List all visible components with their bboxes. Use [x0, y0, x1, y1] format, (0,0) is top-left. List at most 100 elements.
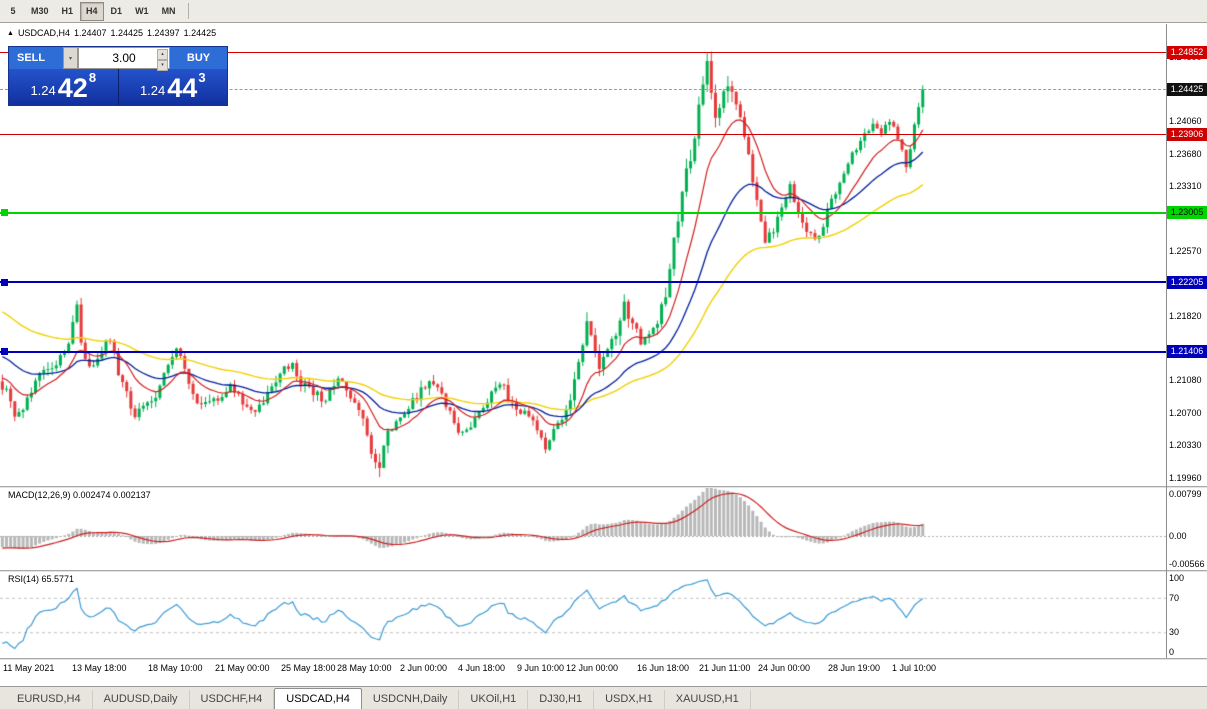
sell-price-point: 8 — [88, 70, 97, 85]
chart-tabs-bar: EURUSD,H4 AUDUSD,Daily USDCHF,H4 USDCAD,H4 U… — [0, 686, 1207, 709]
sell-button[interactable]: SELL — [9, 47, 63, 69]
line-drag-handle[interactable] — [1, 278, 8, 286]
rsi-indicator-label: RSI(14) 65.5771 — [8, 574, 75, 584]
chart-tab-eurusd-h4[interactable]: EURUSD,H4 — [6, 690, 93, 709]
ohlc-low: 1.24397 — [147, 28, 180, 38]
rsi-axis-label: 70 — [1169, 592, 1180, 603]
timeframe-button-mn[interactable]: MN — [156, 2, 182, 21]
sell-price-display[interactable]: 1.24 42 8 — [9, 69, 119, 105]
one-click-toggle-icon[interactable]: ▲ — [7, 29, 14, 37]
sell-price-main: 1.24 — [30, 83, 56, 98]
price-level-tag[interactable]: 1.22205 — [1167, 275, 1207, 289]
timeframe-button-h4[interactable]: H4 — [80, 1, 104, 21]
time-axis-label: 28 May 10:00 — [337, 663, 392, 673]
one-click-trading-panel: SELL ▾ 3.00 ▴ ▾ BUY 1.24 42 8 1.24 44 3 — [8, 46, 228, 106]
rsi-axis-label: 30 — [1169, 627, 1180, 638]
chart-tab-audusd-daily[interactable]: AUDUSD,Daily — [93, 690, 190, 709]
time-axis-label: 21 Jun 11:00 — [699, 663, 751, 673]
price-axis-tick: 1.23310 — [1169, 181, 1202, 192]
time-axis-label: 4 Jun 18:00 — [458, 663, 506, 673]
price-level-tag[interactable]: 1.23005 — [1167, 206, 1207, 220]
price-axis-tick: 1.19960 — [1169, 472, 1202, 483]
buy-price-main: 1.24 — [139, 83, 166, 98]
price-level-line[interactable] — [0, 133, 1166, 135]
chart-symbol: USDCAD,H4 — [17, 28, 70, 38]
line-drag-handle[interactable] — [1, 209, 8, 217]
macd-axis-label: 0.00799 — [1169, 489, 1202, 499]
chart-tab-usdx-h1[interactable]: USDX,H1 — [594, 690, 665, 709]
rsi-canvas[interactable] — [0, 572, 1166, 658]
current-price-line — [0, 89, 1166, 91]
volume-decrease-arrow-icon[interactable]: ▾ — [157, 60, 168, 71]
price-level-tag[interactable]: 1.24852 — [1167, 45, 1207, 59]
price-level-tag[interactable]: 1.23906 — [1167, 127, 1207, 141]
time-axis-label: 12 Jun 00:00 — [566, 663, 619, 673]
macd-axis-label: 0.00 — [1169, 530, 1187, 541]
chart-window: ▲ USDCAD,H4 1.24407 1.24425 1.24397 1.24… — [0, 24, 1207, 686]
buy-button[interactable]: BUY — [170, 47, 227, 69]
chart-ohlc-header: ▲ USDCAD,H4 1.24407 1.24425 1.24397 1.24… — [7, 28, 216, 38]
buy-price-point: 3 — [198, 70, 206, 85]
price-level-line[interactable] — [0, 51, 1166, 53]
price-axis-tick: 1.24060 — [1169, 116, 1202, 127]
chart-tab-usdchf-h4[interactable]: USDCHF,H4 — [190, 690, 275, 709]
timeframe-button-m30[interactable]: M30 — [25, 2, 55, 21]
time-axis-label: 9 Jun 10:00 — [517, 663, 565, 673]
buy-price-display[interactable]: 1.24 44 3 — [119, 69, 228, 105]
time-axis-label: 11 May 2021 — [3, 663, 55, 673]
price-level-line[interactable] — [0, 348, 1166, 356]
price-axis-tick: 1.22570 — [1169, 245, 1202, 256]
ohlc-high: 1.24425 — [110, 28, 144, 38]
buy-price-pips: 44 — [167, 73, 198, 103]
macd-canvas[interactable] — [0, 488, 1166, 570]
chart-tab-usdcnh-daily[interactable]: USDCNH,Daily — [362, 690, 460, 709]
toolbar-separator — [187, 3, 189, 19]
price-axis-tick: 1.23680 — [1169, 149, 1202, 160]
volume-dropdown-button[interactable]: ▾ — [63, 47, 78, 69]
time-axis-label: 28 Jun 19:00 — [828, 663, 881, 673]
volume-spinner: ▴ ▾ — [157, 49, 168, 71]
timeframe-button-d1[interactable]: D1 — [105, 2, 129, 21]
macd-panel-separator[interactable] — [0, 486, 1207, 488]
price-level-tag[interactable]: 1.21406 — [1167, 345, 1207, 359]
chart-tab-ukoil-h1[interactable]: UKOil,H1 — [459, 690, 529, 709]
time-axis-label: 21 May 00:00 — [215, 663, 270, 673]
chart-tab-xauusd-h1[interactable]: XAUUSD,H1 — [665, 690, 751, 709]
timeframe-button-h1[interactable]: H1 — [56, 2, 80, 21]
ohlc-close: 1.24425 — [183, 28, 217, 38]
macd-indicator-label: MACD(12,26,9) 0.002474 0.002137 — [8, 490, 151, 500]
price-level-line[interactable] — [0, 209, 1166, 217]
volume-increase-arrow-icon[interactable]: ▴ — [157, 49, 168, 60]
ohlc-open: 1.24407 — [73, 28, 107, 38]
price-axis-tick: 1.20330 — [1169, 440, 1202, 451]
timeframe-button-5[interactable]: 5 — [2, 2, 24, 21]
rsi-panel-separator[interactable] — [0, 570, 1207, 572]
price-level-line[interactable] — [0, 278, 1166, 286]
time-axis-label: 13 May 18:00 — [72, 663, 127, 673]
rsi-axis-label: 100 — [1169, 573, 1185, 583]
sell-price-pips: 42 — [57, 73, 88, 103]
macd-axis-label: -0.00566 — [1169, 559, 1205, 569]
chart-tab-dj30-h1[interactable]: DJ30,H1 — [528, 690, 595, 709]
rsi-axis-label: 0 — [1169, 647, 1175, 657]
price-axis-border — [1166, 24, 1167, 658]
time-axis-separator — [0, 658, 1207, 660]
time-axis-label: 16 Jun 18:00 — [637, 663, 690, 673]
time-axis-label: 18 May 10:00 — [148, 663, 203, 673]
time-axis-label: 25 May 18:00 — [281, 663, 336, 673]
volume-field[interactable]: 3.00 ▴ ▾ — [78, 47, 170, 71]
price-axis-tick: 1.21820 — [1169, 310, 1202, 321]
price-axis-tick: 1.21080 — [1169, 375, 1202, 386]
time-axis-label: 2 Jun 00:00 — [400, 663, 448, 673]
price-axis-tick: 1.20700 — [1169, 408, 1202, 419]
chevron-down-icon: ▾ — [68, 55, 72, 62]
time-axis: 11 May 2021 13 May 18:00 18 May 10:00 21 Ma… — [0, 660, 1166, 678]
current-price-tag: 1.24425 — [1167, 82, 1207, 96]
line-drag-handle[interactable] — [1, 348, 8, 356]
time-axis-label: 1 Jul 10:00 — [892, 663, 937, 673]
chart-tab-usdcad-h4[interactable]: USDCAD,H4 — [274, 688, 362, 709]
volume-value: 3.00 — [112, 51, 136, 65]
timeframe-button-w1[interactable]: W1 — [129, 2, 155, 21]
timeframe-toolbar: 5 M30 H1 H4 D1 W1 MN — [0, 0, 1207, 23]
